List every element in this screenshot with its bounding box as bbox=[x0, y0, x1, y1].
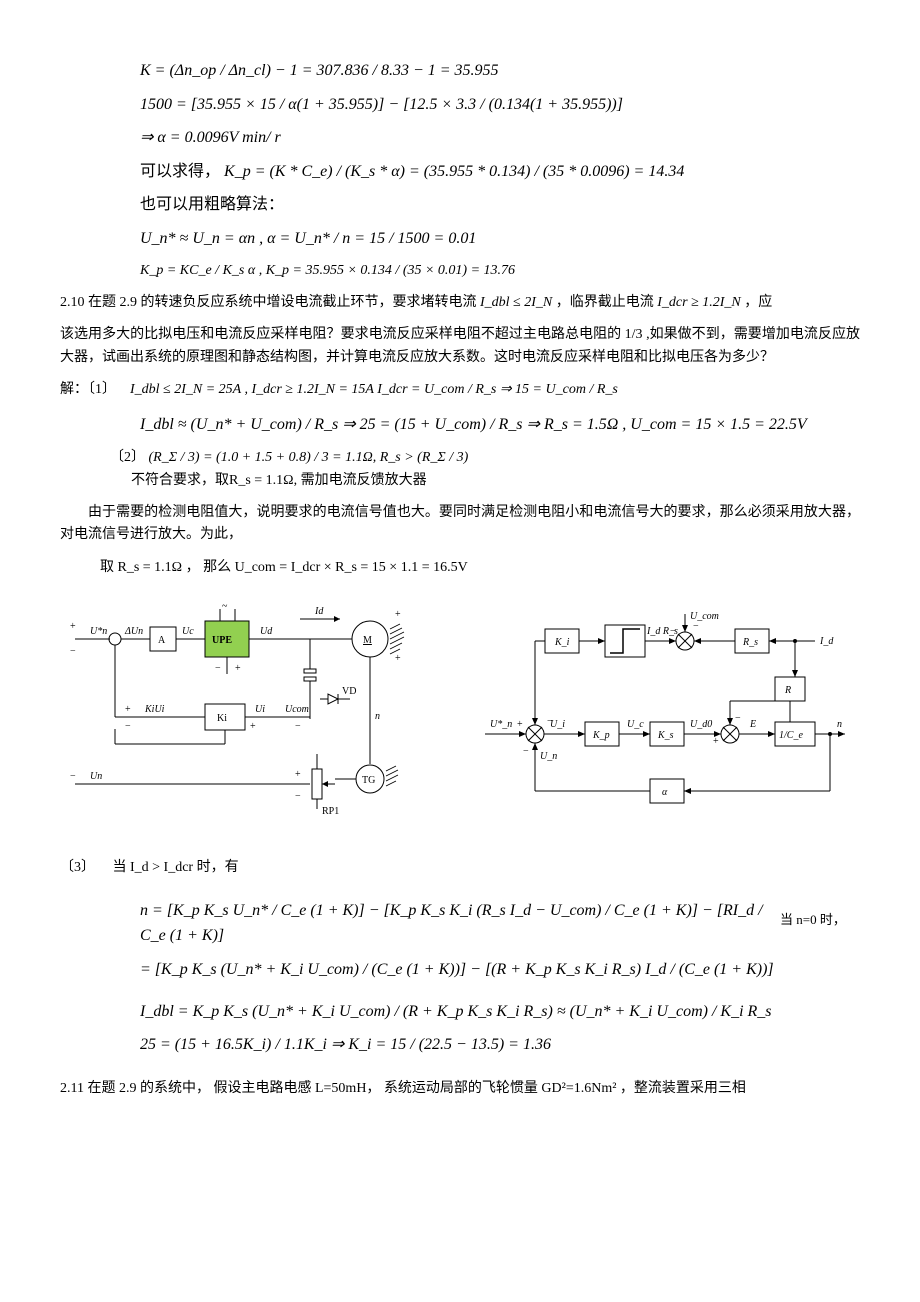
svg-text:U*n: U*n bbox=[90, 626, 107, 637]
sol1-eq2: I_dbl ≈ (U_n* + U_com) / R_s ⇒ 25 = (15 … bbox=[140, 412, 860, 438]
problem-2-10: 2.10 在题 2.9 的转速负反应系统中增设电流截止环节，要求堵转电流 I_d… bbox=[60, 292, 860, 314]
equation-1500: 1500 = [35.955 × 15 / α(1 + 35.955)] − [… bbox=[140, 92, 860, 118]
svg-text:K_i: K_i bbox=[554, 637, 570, 648]
amplifier-paragraph: 由于需要的检测电阻值大，说明要求的电流信号值也大。要同时满足检测电阻小和电流信号… bbox=[60, 502, 860, 547]
problem-2-10-cont: 该选用多大的比拟电压和电流反应采样电阻？要求电流反应采样电阻不超过主电路总电阻的… bbox=[60, 324, 860, 369]
svg-text:U_i: U_i bbox=[550, 719, 565, 730]
svg-text:M: M bbox=[363, 635, 372, 646]
svg-text:I_d R_s: I_d R_s bbox=[646, 626, 678, 637]
svg-text:Uc: Uc bbox=[182, 626, 194, 637]
svg-text:R: R bbox=[784, 685, 791, 696]
sol2-eq2: 不符合要求，取R_s = 1.1Ω, 需加电流反馈放大器 bbox=[131, 473, 427, 488]
svg-text:TG: TG bbox=[362, 775, 375, 786]
svg-text:+: + bbox=[125, 704, 131, 715]
svg-text:K_p: K_p bbox=[592, 730, 610, 741]
svg-text:−: − bbox=[693, 621, 699, 632]
svg-text:I_d: I_d bbox=[819, 636, 834, 647]
sol3-side-note: 当 n=0 时， bbox=[780, 890, 860, 931]
svg-text:U_com: U_com bbox=[690, 611, 719, 622]
svg-text:Ki: Ki bbox=[217, 713, 227, 724]
rs-equation: 取 R_s = 1.1Ω ， 那么 U_com = I_dcr × R_s = … bbox=[100, 557, 860, 579]
svg-text:R_s: R_s bbox=[742, 637, 758, 648]
svg-text:Id: Id bbox=[314, 606, 324, 617]
sol3-eq4: 25 = (15 + 16.5K_i) / 1.1K_i ⇒ K_i = 15 … bbox=[140, 1032, 860, 1058]
svg-text:−: − bbox=[735, 713, 741, 724]
svg-text:+: + bbox=[713, 736, 719, 747]
solution-2: 〔2〕 (R_Σ / 3) = (1.0 + 1.5 + 0.8) / 3 = … bbox=[110, 447, 860, 492]
svg-text:+: + bbox=[295, 769, 301, 780]
svg-text:Ud: Ud bbox=[260, 626, 273, 637]
svg-text:UPE: UPE bbox=[212, 635, 232, 646]
equation-alpha: ⇒ α = 0.0096V min/ r bbox=[140, 125, 860, 151]
svg-text:U_d0: U_d0 bbox=[690, 719, 712, 730]
svg-text:α: α bbox=[662, 787, 668, 798]
sol1-label: 解：〔1〕 bbox=[60, 382, 116, 397]
sol3-prefix: 当 I_d > I_dcr 时，有 bbox=[113, 860, 239, 875]
sol1-eq1: I_dbl ≤ 2I_N = 25A , I_dcr ≥ 1.2I_N = 15… bbox=[130, 382, 618, 397]
circuit-diagram: + U*n ΔUn A Uc UPE ~ Ud Id M bbox=[60, 599, 445, 837]
p210-text-a: 2.10 在题 2.9 的转速负反应系统中增设电流截止环节，要求堵转电流 bbox=[60, 295, 480, 310]
equation-k: K = (Δn_op / Δn_cl) − 1 = 307.836 / 8.33… bbox=[140, 58, 860, 84]
svg-text:n: n bbox=[837, 719, 842, 730]
p210-math-1: I_dbl ≤ 2I_N bbox=[480, 295, 552, 310]
svg-text:Un: Un bbox=[90, 771, 102, 782]
sol2-eq1: (R_Σ / 3) = (1.0 + 1.5 + 0.8) / 3 = 1.1Ω… bbox=[149, 450, 469, 465]
kp-formula: K_p = (K * C_e) / (K_s * α) = (35.955 * … bbox=[224, 163, 684, 180]
p210-text-b: ，临界截止电流 bbox=[556, 295, 658, 310]
block-diagram: K_i − − R_s I_d R_s U_com I_d bbox=[475, 609, 860, 827]
line-kp: 可以求得， K_p = (K * C_e) / (K_s * α) = (35.… bbox=[140, 159, 860, 185]
equation-un-alpha: U_n* ≈ U_n = αn , α = U_n* / n = 15 / 15… bbox=[140, 226, 860, 252]
kp-prefix: 可以求得， bbox=[140, 163, 220, 180]
svg-text:RP1: RP1 bbox=[322, 806, 339, 817]
svg-text:+: + bbox=[395, 609, 401, 620]
svg-text:K_s: K_s bbox=[657, 730, 674, 741]
solution-3: 〔3〕 当 I_d > I_dcr 时，有 bbox=[60, 857, 860, 879]
sol3-eq3: I_dbl = K_p K_s (U_n* + K_i U_com) / (R … bbox=[140, 999, 860, 1025]
svg-text:−: − bbox=[295, 721, 301, 732]
rough-method-label: 也可以用粗略算法： bbox=[140, 192, 860, 218]
p210-text-c: ，应 bbox=[744, 295, 772, 310]
svg-text:Ui: Ui bbox=[255, 704, 265, 715]
sol3-label: 〔3〕 bbox=[60, 860, 95, 875]
svg-text:−: − bbox=[125, 721, 131, 732]
svg-text:+: + bbox=[70, 621, 76, 632]
svg-text:+: + bbox=[235, 663, 241, 674]
p210-math-2: I_dcr ≥ 1.2I_N bbox=[657, 295, 741, 310]
svg-text:A: A bbox=[158, 635, 166, 646]
sol3-eq1: n = [K_p K_s U_n* / C_e (1 + K)] − [K_p … bbox=[140, 898, 780, 949]
svg-text:VD: VD bbox=[342, 686, 356, 697]
svg-text:−: − bbox=[70, 771, 76, 782]
sol3-eq2: = [K_p K_s (U_n* + K_i U_com) / (C_e (1 … bbox=[140, 957, 780, 983]
svg-text:−: − bbox=[523, 746, 529, 757]
svg-text:−: − bbox=[295, 791, 301, 802]
solution-1: 解：〔1〕 I_dbl ≤ 2I_N = 25A , I_dcr ≥ 1.2I_… bbox=[60, 379, 860, 401]
svg-text:Ucom: Ucom bbox=[285, 704, 309, 715]
svg-text:1/C_e: 1/C_e bbox=[779, 730, 803, 741]
sol2-label: 〔2〕 bbox=[110, 450, 145, 465]
equation-kp2: K_p = KC_e / K_s α , K_p = 35.955 × 0.13… bbox=[140, 260, 860, 282]
diagram-row: + U*n ΔUn A Uc UPE ~ Ud Id M bbox=[60, 599, 860, 837]
svg-text:U_n: U_n bbox=[540, 751, 557, 762]
svg-text:n: n bbox=[375, 711, 380, 722]
svg-text:~: ~ bbox=[222, 601, 228, 612]
svg-text:E: E bbox=[749, 719, 756, 730]
problem-2-11: 2.11 在题 2.9 的系统中， 假设主电路电感 L=50mH， 系统运动局部… bbox=[60, 1078, 860, 1100]
svg-text:+: + bbox=[517, 719, 523, 730]
svg-text:ΔUn: ΔUn bbox=[124, 626, 143, 637]
svg-text:U*_n: U*_n bbox=[490, 719, 512, 730]
svg-text:−: − bbox=[70, 646, 76, 657]
svg-text:+: + bbox=[395, 653, 401, 664]
svg-text:−: − bbox=[215, 663, 221, 674]
svg-text:+: + bbox=[250, 721, 256, 732]
svg-text:KiUi: KiUi bbox=[144, 704, 165, 715]
svg-text:U_c: U_c bbox=[627, 719, 644, 730]
